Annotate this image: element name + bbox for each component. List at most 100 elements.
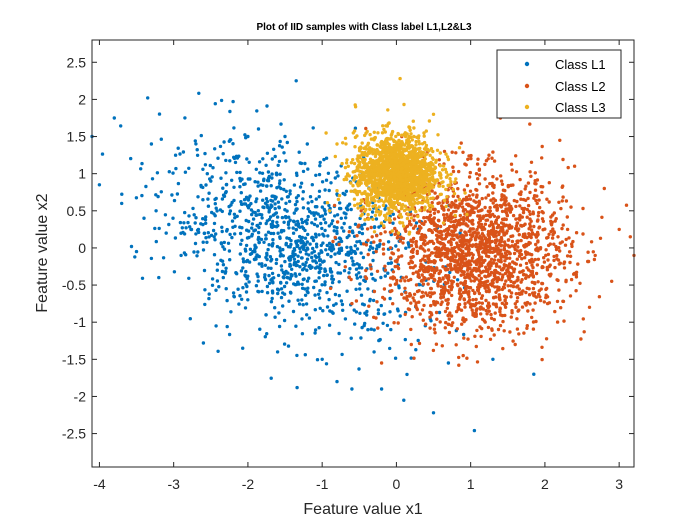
data-point (560, 240, 564, 244)
data-point (560, 199, 564, 203)
data-point (435, 237, 439, 241)
data-point (388, 283, 392, 287)
data-point (475, 227, 479, 232)
data-point (217, 285, 221, 289)
data-point (214, 288, 218, 292)
data-point (455, 278, 460, 282)
data-point (477, 182, 482, 186)
data-point (383, 130, 387, 134)
data-point (388, 346, 392, 351)
data-point (396, 231, 401, 235)
data-point (477, 258, 482, 263)
data-point (438, 224, 443, 229)
data-point (374, 210, 379, 214)
data-point (365, 227, 370, 231)
data-point (435, 148, 440, 152)
data-point (257, 160, 262, 164)
data-point (515, 257, 519, 261)
data-point (164, 231, 168, 235)
data-point (382, 178, 387, 182)
x-tick-label: 2 (541, 476, 549, 492)
data-point (537, 210, 541, 215)
data-point (536, 280, 540, 284)
data-point (363, 218, 367, 222)
data-point (277, 181, 282, 186)
data-point (412, 202, 416, 206)
data-point (297, 150, 301, 154)
data-point (617, 227, 621, 232)
data-point (468, 302, 472, 306)
data-point (277, 144, 282, 148)
data-point (358, 282, 362, 286)
data-point (313, 232, 318, 236)
data-point (286, 276, 290, 280)
data-point (516, 309, 520, 313)
data-point (318, 289, 322, 293)
data-point (459, 253, 463, 257)
data-point (533, 233, 537, 237)
data-point (261, 157, 265, 161)
data-point (210, 210, 214, 215)
data-point (468, 189, 473, 193)
data-point (389, 205, 394, 209)
data-point (365, 313, 369, 317)
data-point (419, 153, 423, 158)
data-point (277, 324, 282, 329)
data-point (468, 229, 472, 233)
data-point (240, 238, 244, 242)
data-point (250, 226, 254, 230)
data-point (561, 195, 565, 199)
data-point (347, 275, 351, 279)
data-point (481, 307, 485, 311)
data-point (567, 250, 572, 254)
data-point (447, 233, 452, 237)
data-point (375, 269, 380, 273)
data-point (542, 300, 546, 304)
data-point (369, 327, 373, 331)
data-point (489, 316, 494, 320)
data-point (499, 205, 503, 209)
data-point (353, 105, 358, 109)
data-point (545, 197, 549, 201)
data-point (260, 216, 264, 220)
data-point (374, 247, 379, 251)
data-point (412, 165, 416, 170)
data-point (421, 257, 425, 261)
data-point (446, 361, 451, 365)
data-point (447, 291, 451, 295)
data-point (344, 142, 348, 146)
data-point (201, 198, 205, 202)
data-point (426, 282, 430, 286)
data-point (241, 266, 245, 270)
data-point (378, 191, 382, 195)
data-point (532, 194, 537, 198)
data-point (449, 205, 453, 209)
data-point (349, 161, 354, 165)
data-point (557, 288, 561, 292)
data-point (409, 327, 413, 332)
data-point (506, 185, 510, 189)
data-point (408, 265, 413, 270)
points-layer (90, 76, 636, 433)
data-point (383, 185, 387, 189)
data-point (403, 286, 407, 290)
data-point (437, 219, 441, 223)
data-point (203, 163, 208, 167)
data-point (411, 119, 415, 123)
data-point (292, 247, 296, 251)
data-point (461, 238, 465, 242)
data-point (298, 225, 302, 229)
data-point (417, 300, 421, 304)
data-point (445, 200, 449, 205)
data-point (212, 253, 217, 257)
data-point (446, 208, 451, 212)
data-point (337, 293, 341, 298)
data-point (471, 253, 475, 257)
data-point (450, 323, 454, 328)
data-point (375, 300, 379, 304)
data-point (207, 235, 211, 239)
data-point (349, 181, 353, 185)
data-point (244, 282, 248, 286)
data-point (457, 243, 461, 248)
data-point (247, 235, 251, 240)
